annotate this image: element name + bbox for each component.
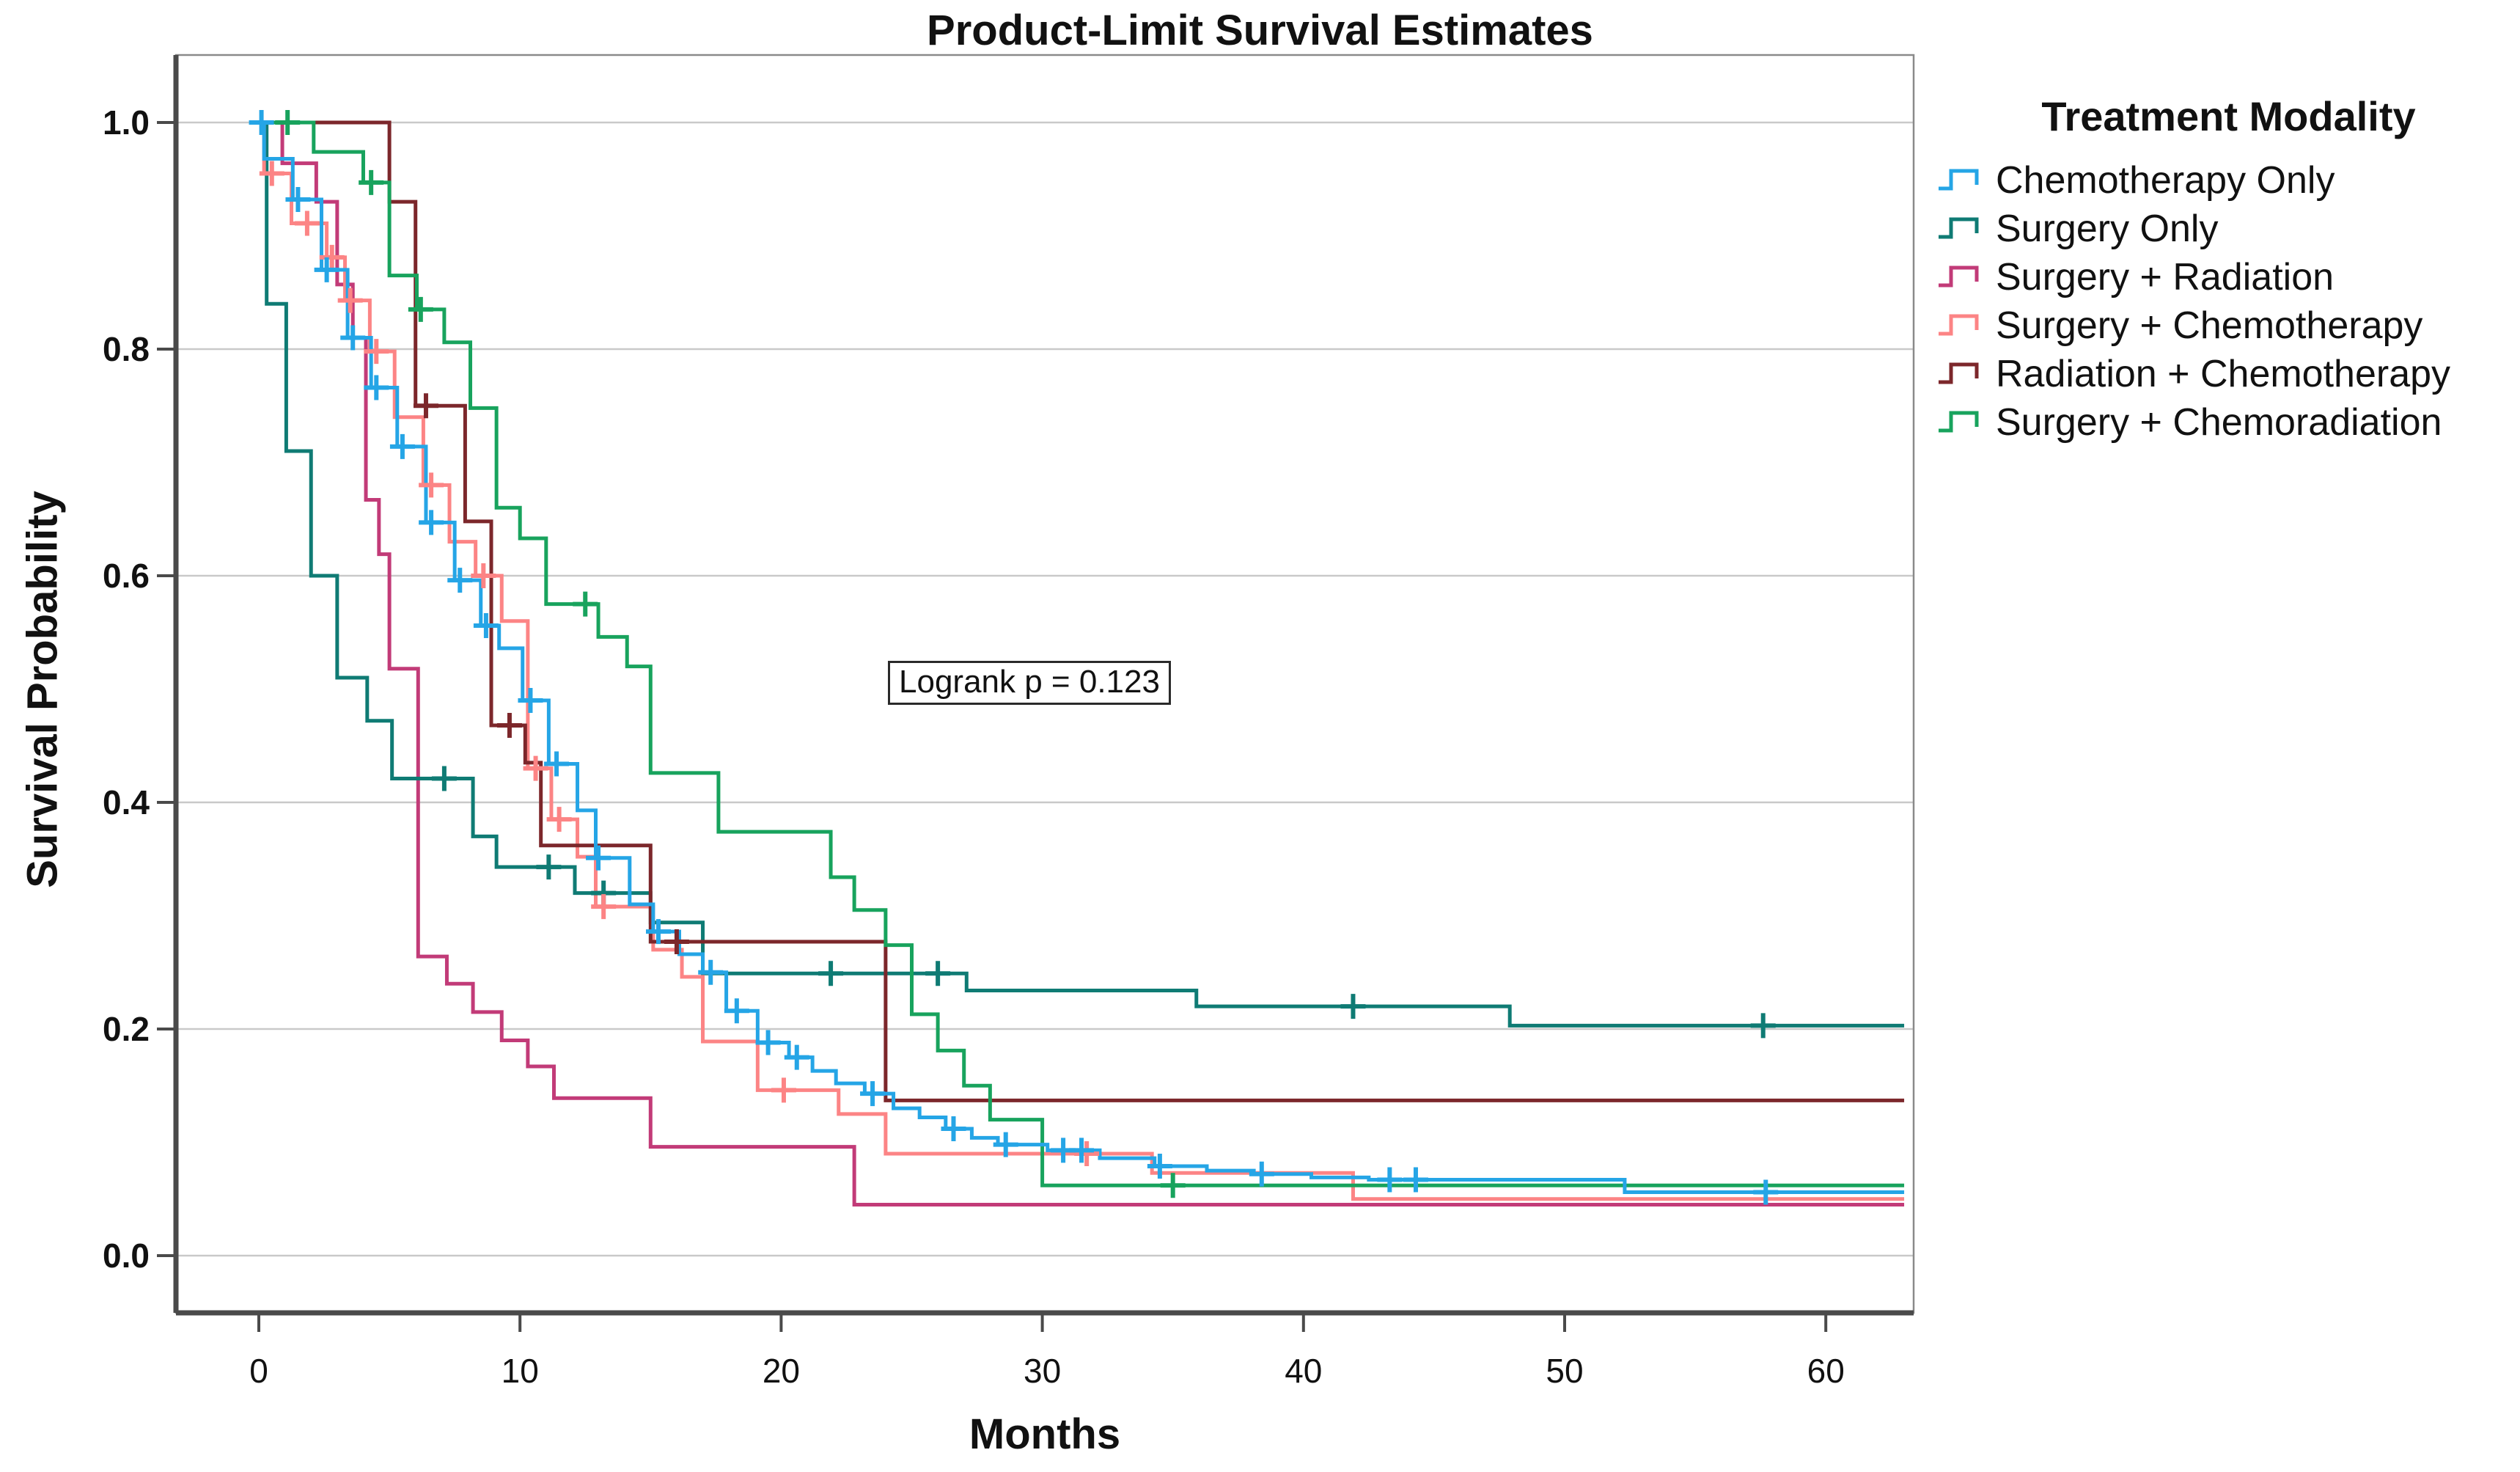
x-tick-label-30: 30: [1024, 1352, 1061, 1390]
legend-item-surgery-chemotherapy: Surgery + Chemotherapy: [1937, 301, 2520, 350]
survival-curve-chemotherapy-only: [259, 120, 1905, 1194]
survival-curve-surgery-only: [259, 120, 1905, 1028]
legend-label-surgery-chemoradiation: Surgery + Chemoradiation: [1996, 401, 2442, 444]
legend-swatch-line: [1939, 314, 1979, 336]
y-tick-label-0.4: 0.4: [103, 783, 150, 821]
x-tick-label-40: 40: [1285, 1352, 1322, 1390]
legend-title: Treatment Modality: [2041, 93, 2416, 139]
x-tick-label-0: 0: [249, 1352, 268, 1390]
x-axis-title: Months: [969, 1410, 1121, 1458]
y-tick-label-0.2: 0.2: [103, 1010, 150, 1048]
legend-swatch-line: [1939, 362, 1979, 384]
legend: Treatment Modality Chemotherapy Only Surg…: [1937, 92, 2520, 447]
legend-label-surgery-chemotherapy: Surgery + Chemotherapy: [1996, 304, 2423, 347]
legend-swatch-line: [1939, 169, 1979, 191]
logrank-annotation-text: Logrank p = 0.123: [899, 664, 1160, 700]
y-tick-label-0.8: 0.8: [103, 330, 150, 368]
legend-swatch-step-icon: [1939, 362, 1979, 384]
legend-label-radiation-chemotherapy: Radiation + Chemotherapy: [1996, 353, 2451, 395]
x-tick-label-10: 10: [502, 1352, 539, 1390]
logrank-annotation-box: Logrank p = 0.123: [888, 661, 1171, 705]
legend-item-surgery-chemoradiation: Surgery + Chemoradiation: [1937, 398, 2520, 447]
legend-item-list: Chemotherapy Only Surgery Only Surgery + R…: [1937, 156, 2520, 447]
y-tick-label-0: 0.0: [103, 1237, 150, 1275]
survival-curve-surgery-radiation: [259, 120, 1905, 1206]
x-tick-label-20: 20: [763, 1352, 800, 1390]
survival-curve-surgery-chemoradiation: [259, 120, 1905, 1187]
legend-item-surgery-radiation: Surgery + Radiation: [1937, 253, 2520, 301]
legend-swatch-line: [1939, 217, 1979, 239]
legend-label-surgery-radiation: Surgery + Radiation: [1996, 256, 2335, 299]
legend-item-chemotherapy-only: Chemotherapy Only: [1937, 156, 2520, 205]
legend-swatch-step-icon: [1939, 411, 1979, 433]
chart-title: Product-Limit Survival Estimates: [927, 7, 1593, 54]
legend-swatch-step-icon: [1939, 169, 1979, 191]
legend-swatch-step-icon: [1939, 314, 1979, 336]
legend-label-chemotherapy-only: Chemotherapy Only: [1996, 159, 2335, 202]
x-tick-label-50: 50: [1546, 1352, 1583, 1390]
x-tick-label-60: 60: [1807, 1352, 1845, 1390]
y-tick-label-1: 1.0: [103, 103, 150, 142]
survival-curve-radiation-chemotherapy: [259, 120, 1905, 1102]
legend-swatch-line: [1939, 266, 1979, 288]
legend-swatch-step-icon: [1939, 266, 1979, 288]
legend-swatch-line: [1939, 411, 1979, 433]
y-tick-label-0.6: 0.6: [103, 557, 150, 595]
legend-swatch-step-icon: [1939, 217, 1979, 239]
legend-label-surgery-only: Surgery Only: [1996, 208, 2219, 250]
legend-item-radiation-chemotherapy: Radiation + Chemotherapy: [1937, 350, 2520, 398]
legend-item-surgery-only: Surgery Only: [1937, 205, 2520, 253]
